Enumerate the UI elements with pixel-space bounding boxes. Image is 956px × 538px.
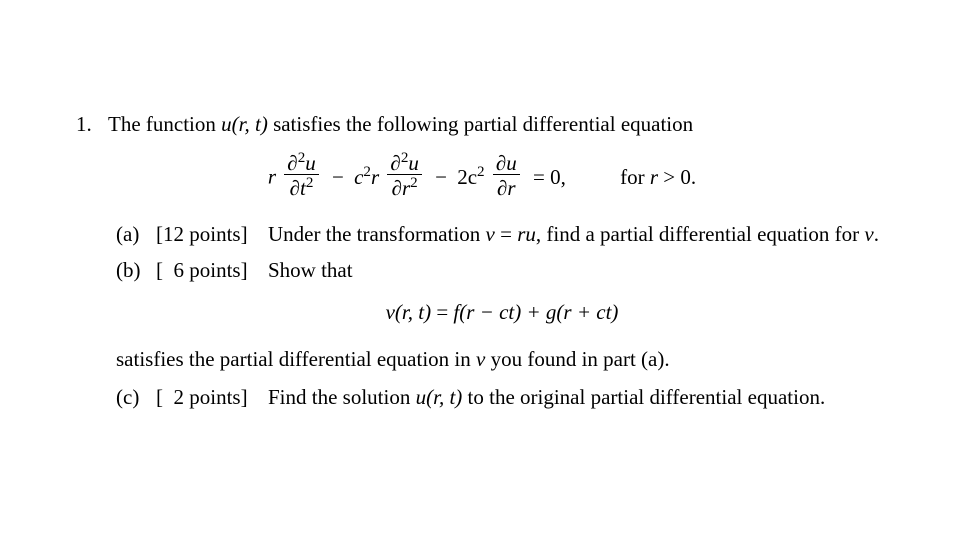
part-a-label: (a) bbox=[116, 220, 146, 248]
part-b-text: Show that bbox=[268, 256, 353, 284]
eq-domain: for r > 0. bbox=[620, 163, 696, 191]
intro-text: The function u(r, t) satisfies the follo… bbox=[108, 110, 693, 138]
part-c-label: (c) bbox=[116, 383, 146, 411]
main-equation: r ∂2u ∂t2 − c2r ∂2u ∂r2 − 2c2 ∂u ∂r = 0,… bbox=[76, 152, 888, 201]
eq-frac2: ∂2u ∂r2 bbox=[387, 152, 421, 201]
eq-frac1: ∂2u ∂t2 bbox=[284, 152, 318, 201]
eq-minus2: − bbox=[430, 165, 452, 189]
part-b-eq-lhs: v(r, t) bbox=[386, 300, 432, 324]
problem-number: 1. bbox=[76, 110, 98, 138]
part-c-text: Find the solution u(r, t) to the origina… bbox=[268, 383, 825, 411]
part-c-points: [ 2 points] bbox=[156, 383, 258, 411]
part-c: (c) [ 2 points] Find the solution u(r, t… bbox=[116, 383, 888, 411]
part-a-points: [12 points] bbox=[156, 220, 258, 248]
intro-func: u(r, t) bbox=[221, 112, 268, 136]
page: 1. The function u(r, t) satisfies the fo… bbox=[0, 0, 956, 538]
eq-coef2: c2r bbox=[354, 165, 379, 189]
part-b-eq-rhs: f(r − ct) + g(r + ct) bbox=[453, 300, 618, 324]
intro-post: satisfies the following partial differen… bbox=[268, 112, 693, 136]
eq-coef3: 2c2 bbox=[457, 165, 484, 189]
intro-pre: The function bbox=[108, 112, 221, 136]
part-b: (b) [ 6 points] Show that bbox=[116, 256, 888, 284]
part-b-equation: v(r, t) = f(r − ct) + g(r + ct) bbox=[116, 298, 888, 326]
part-b-eq-eq: = bbox=[431, 300, 453, 324]
part-a-text: Under the transformation v = ru, find a … bbox=[268, 220, 879, 248]
eq-minus1: − bbox=[327, 165, 349, 189]
eq-coef1: r bbox=[268, 165, 276, 189]
part-b-points: [ 6 points] bbox=[156, 256, 258, 284]
parts-list: (a) [12 points] Under the transformation… bbox=[116, 220, 888, 412]
part-b-continuation: satisfies the partial differential equat… bbox=[116, 345, 888, 373]
eq-equals: = 0, bbox=[528, 165, 571, 189]
problem-statement: 1. The function u(r, t) satisfies the fo… bbox=[76, 110, 888, 138]
eq-frac3: ∂u ∂r bbox=[493, 152, 520, 201]
part-a: (a) [12 points] Under the transformation… bbox=[116, 220, 888, 248]
part-b-label: (b) bbox=[116, 256, 146, 284]
